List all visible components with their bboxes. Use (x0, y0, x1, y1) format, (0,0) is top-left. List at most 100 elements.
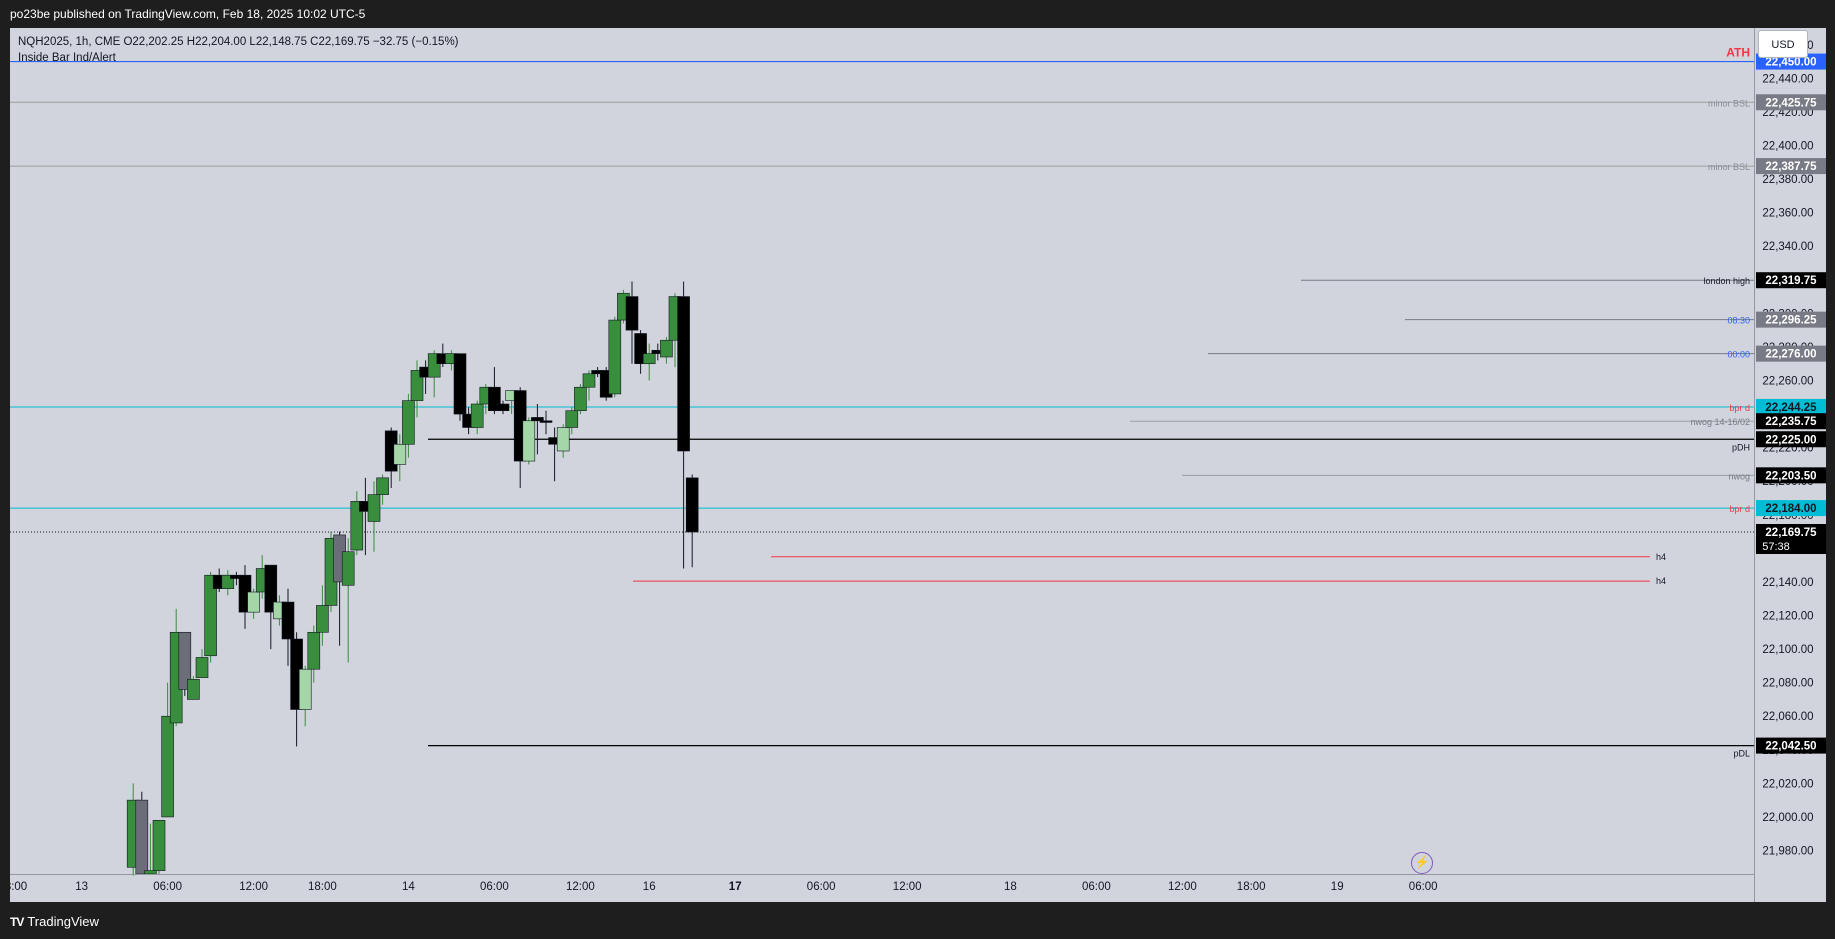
level-label: 00:00 (1727, 350, 1750, 360)
candle-body (152, 819, 166, 871)
x-tick-label: 19 (1331, 881, 1344, 893)
y-tick-label: 21,980.00 (1762, 846, 1813, 858)
level-label: h4 (1656, 576, 1666, 586)
candle-body (608, 319, 622, 395)
price-tag-label: 22,042.50 (1765, 741, 1816, 753)
x-tick-label: 18 (1004, 881, 1017, 893)
x-tick-label: 12:00 (1168, 881, 1197, 893)
price-tag (1756, 158, 1826, 175)
level-label: pDL (1733, 749, 1750, 759)
currency-button[interactable]: USD (1758, 30, 1808, 58)
candle-body (410, 370, 424, 401)
candle-body (307, 631, 321, 670)
candle-body (393, 443, 407, 465)
level-label: minor BSL (1708, 98, 1750, 108)
price-tag (1756, 737, 1826, 754)
price-tag-label: 22,276.00 (1765, 349, 1816, 361)
current-price-tag (1756, 523, 1826, 554)
y-tick-label: 22,120.00 (1762, 611, 1813, 623)
time-scale-border (10, 874, 1754, 875)
level-label: minor BSL (1708, 162, 1750, 172)
x-tick-label: 18:00 (308, 881, 337, 893)
price-tag-label: 22,296.25 (1765, 315, 1817, 327)
x-tick-label: 12:00 (239, 881, 268, 893)
level-label: london high (1703, 276, 1750, 286)
legend: NQH2025, 1h, CME O22,202.25 H22,204.00 L… (18, 34, 459, 66)
price-scale-border (1754, 28, 1755, 902)
chart-canvas[interactable]: 21,980.0022,000.0022,020.0022,040.0022,0… (10, 28, 1826, 902)
level-label: h4 (1656, 552, 1666, 562)
x-tick-label: 18:00 (1237, 881, 1266, 893)
x-tick-label: 13 (75, 881, 88, 893)
candle-body (367, 494, 381, 522)
candle-body (247, 591, 260, 613)
x-tick-label: 06:00 (1409, 881, 1438, 893)
candle-body (298, 668, 312, 710)
candle-body (565, 410, 579, 428)
candle-body (642, 353, 656, 365)
price-tag (1756, 272, 1826, 289)
brand-name: TradingView (27, 914, 99, 929)
candle-body (522, 420, 536, 462)
y-tick-label: 22,100.00 (1762, 644, 1813, 656)
tv-logo-icon: TV (10, 914, 24, 929)
price-tag-label: 22,319.75 (1765, 275, 1817, 287)
x-tick-label: 06:00 (480, 881, 509, 893)
candle-body (574, 386, 587, 412)
y-tick-label: 22,140.00 (1762, 577, 1813, 589)
y-tick-label: 22,340.00 (1762, 241, 1813, 253)
x-tick-label: 12:00 (893, 881, 922, 893)
x-tick-label: 18:00 (10, 881, 27, 893)
price-tag-label: 22,225.00 (1765, 434, 1816, 446)
candle-body (402, 400, 415, 445)
candle-body (496, 403, 510, 412)
x-tick-label: 06:00 (807, 881, 836, 893)
price-tag-label: 22,235.75 (1765, 416, 1817, 428)
candle-body (350, 501, 364, 551)
candle-body (178, 631, 192, 690)
chart-background (10, 28, 1826, 902)
y-tick-label: 22,360.00 (1762, 208, 1813, 220)
indicator-name[interactable]: Inside Bar Ind/Alert (18, 52, 116, 64)
candle-body (539, 420, 553, 423)
price-tag-label: 22,387.75 (1765, 161, 1817, 173)
candle-body (470, 403, 484, 428)
price-tag (1756, 431, 1826, 448)
y-tick-label: 22,060.00 (1762, 711, 1813, 723)
candle-body (204, 574, 217, 657)
candle-body (582, 373, 596, 388)
y-tick-label: 22,400.00 (1762, 141, 1813, 153)
x-tick-label: 06:00 (1082, 881, 1111, 893)
countdown-label: 57:38 (1762, 541, 1790, 553)
published-info: po23be published on TradingView.com, Feb… (10, 7, 366, 21)
level-label: bpr d (1729, 403, 1750, 413)
price-tag (1756, 467, 1826, 484)
price-tag (1756, 94, 1826, 111)
x-tick-label: 17 (729, 881, 742, 893)
tradingview-logo[interactable]: TV TradingView (10, 914, 99, 929)
candle-body (531, 417, 544, 422)
candle-body (264, 564, 278, 613)
candle-body (660, 339, 673, 358)
price-tag-label: 22,184.00 (1765, 503, 1816, 515)
chart-pane[interactable]: 21,980.0022,000.0022,020.0022,040.0022,0… (10, 28, 1826, 902)
candle-body (281, 601, 295, 640)
level-label: nwog (1728, 471, 1750, 481)
x-tick-label: 16 (643, 881, 656, 893)
y-tick-label: 22,380.00 (1762, 174, 1813, 186)
candle-body (453, 353, 467, 415)
y-tick-label: 22,020.00 (1762, 778, 1813, 790)
price-tag (1756, 413, 1826, 430)
x-tick-label: 14 (402, 881, 415, 893)
price-tag (1756, 398, 1826, 415)
symbol-ohlc-line[interactable]: NQH2025, 1h, CME O22,202.25 H22,204.00 L… (18, 36, 459, 48)
lightning-icon[interactable]: ⚡ (1411, 852, 1433, 874)
price-tag-label: 22,425.75 (1765, 97, 1817, 109)
candle-body (195, 657, 209, 678)
x-tick-label: 12:00 (566, 881, 595, 893)
candle-body (685, 477, 699, 533)
price-tag-label: 22,450.00 (1765, 57, 1816, 69)
candle-body (161, 715, 174, 818)
price-tag (1756, 311, 1826, 328)
x-tick-label: 06:00 (153, 881, 182, 893)
